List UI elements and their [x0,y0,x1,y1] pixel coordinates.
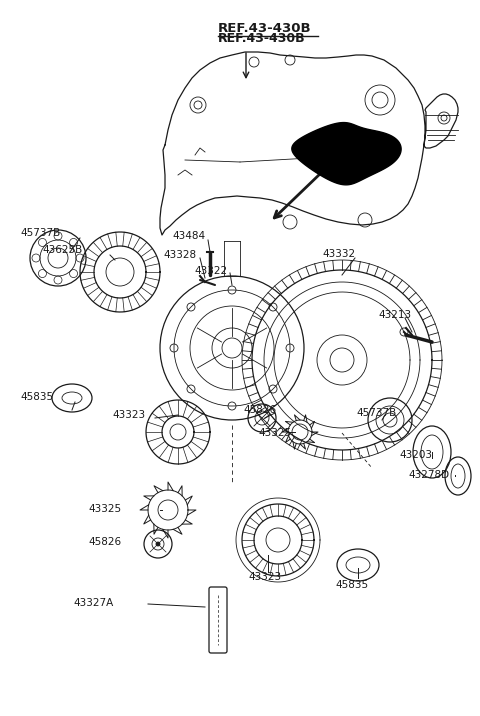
Text: 43325: 43325 [258,428,291,438]
Text: 43278D: 43278D [408,470,449,480]
Text: 43325: 43325 [88,504,121,514]
Text: 45835: 45835 [20,392,53,402]
Text: 43625B: 43625B [42,245,82,255]
Text: 43203: 43203 [399,450,432,460]
Polygon shape [292,122,401,185]
Text: 45737B: 45737B [20,228,60,238]
Text: 43213: 43213 [378,310,411,320]
Text: 43328: 43328 [163,250,196,260]
Text: 43332: 43332 [322,249,355,259]
Text: REF.43-430B: REF.43-430B [218,22,312,35]
Text: 45835: 45835 [335,580,368,590]
Text: 45826: 45826 [88,537,121,547]
Text: 45826: 45826 [243,405,276,415]
Text: 43323: 43323 [248,572,281,582]
Text: 45737B: 45737B [356,408,396,418]
Text: 43484: 43484 [172,231,205,241]
Text: 43327A: 43327A [73,598,113,608]
Text: 43323: 43323 [112,410,145,420]
Text: REF.43-430B: REF.43-430B [218,32,306,45]
Circle shape [156,542,160,546]
Text: 43322: 43322 [194,266,227,276]
